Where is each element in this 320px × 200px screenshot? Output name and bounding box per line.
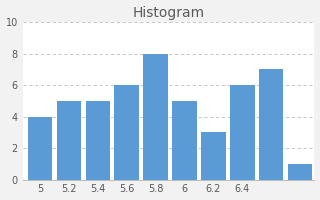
Bar [28,117,52,180]
Bar [288,164,312,180]
Bar [259,69,284,180]
Bar [172,101,197,180]
Title: Histogram: Histogram [132,6,204,20]
Bar [114,85,139,180]
Bar [57,101,81,180]
Bar [143,54,168,180]
Bar [201,132,226,180]
Bar [85,101,110,180]
Bar [230,85,254,180]
